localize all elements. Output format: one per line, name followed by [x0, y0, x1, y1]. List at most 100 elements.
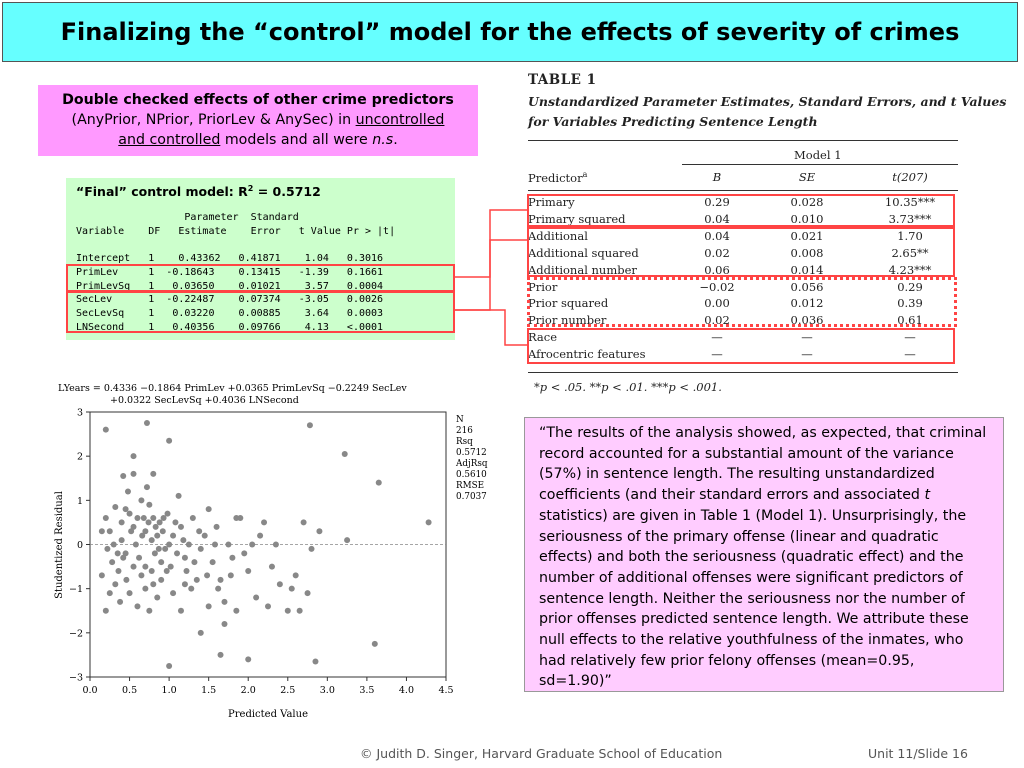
predictor-head-text: Predictor [528, 170, 583, 185]
scatter-point [154, 532, 161, 539]
scatter-point [175, 492, 182, 499]
scatter-point [245, 656, 252, 663]
table1-cell-b: 0.04 [704, 228, 730, 243]
scatter-point [155, 545, 162, 552]
scatter-point [205, 506, 212, 513]
scatter-point [268, 563, 275, 570]
table1-cell-se: 0.021 [790, 228, 824, 243]
scatter-point [134, 515, 141, 521]
note-bold-line: Double checked effects of other crime pr… [62, 92, 454, 108]
scatter-point [166, 437, 173, 444]
scatter-point [158, 576, 165, 583]
x-tick-label: 2.0 [241, 685, 256, 696]
title-banner: Finalizing the “control” model for the e… [2, 2, 1018, 62]
table-rule-top [528, 140, 958, 141]
scatter-point [106, 590, 113, 597]
scatter-point [150, 515, 157, 521]
table1-cell-t: 4.23*** [888, 262, 932, 277]
scatter-point [160, 515, 167, 521]
scatter-point [98, 528, 105, 535]
y-tick-label: −3 [69, 673, 83, 684]
table1-cell-se: 0.012 [790, 296, 824, 311]
y-tick-label: 2 [77, 452, 83, 463]
table1-cell-name: Additional [528, 228, 588, 243]
scatter-point [229, 554, 236, 561]
scatter-point [159, 528, 166, 535]
fit-stat-label: RMSE [456, 481, 484, 491]
scatter-point [164, 510, 171, 517]
note-line2: (AnyPrior, NPrior, PriorLev & AnySec) in [71, 112, 356, 128]
scatter-point [158, 559, 165, 566]
y-tick-label: 0 [77, 540, 83, 551]
table1-cell-name: Prior squared [528, 296, 609, 311]
scatter-point [148, 568, 155, 574]
scatter-point [104, 545, 111, 552]
scatter-point [136, 554, 143, 561]
scatter-point [300, 519, 307, 526]
scatter-point [245, 568, 252, 574]
fit-stat-label: 0.5610 [456, 470, 487, 480]
scatter-point [174, 550, 181, 557]
scatter-point [138, 572, 145, 579]
scatter-point [156, 519, 163, 526]
fit-stat-label: N [456, 415, 464, 425]
highlight-sec [66, 291, 455, 333]
scatter-point [126, 510, 133, 517]
table-rule-model [682, 164, 958, 165]
scatter-point [213, 523, 220, 530]
scatter-point [102, 426, 109, 433]
final-model-header-pre: “Final” control model: R [76, 184, 248, 200]
scatter-point [217, 651, 224, 658]
scatter-point [106, 528, 113, 535]
scatter-point [217, 576, 224, 583]
scatter-point [304, 590, 311, 597]
scatter-point [163, 568, 170, 574]
scatter-point [341, 450, 348, 457]
table1-cell-t: 0.29 [897, 279, 923, 294]
table1-cell-se: — [801, 330, 813, 345]
scatter-point [138, 497, 145, 504]
scatter-point [117, 598, 124, 605]
scatter-point [142, 585, 149, 592]
quote-t: t [924, 487, 931, 504]
scatter-point [98, 572, 105, 579]
scatter-point [193, 576, 200, 583]
scatter-point [134, 603, 141, 610]
scatter-point [115, 568, 122, 574]
table-caption-2: for Variables Predicting Sentence Length [528, 114, 818, 129]
table1-cell-b: 0.02 [704, 245, 730, 260]
final-model-header-post: = 0.5712 [253, 184, 321, 200]
scatter-point [142, 528, 149, 535]
scatter-point [221, 621, 228, 627]
x-tick-label: 1.5 [201, 685, 216, 696]
final-model-header-sup: 2 [247, 184, 254, 193]
scatter-point [211, 541, 218, 548]
scatter-point [118, 537, 125, 544]
scatter-point [209, 559, 216, 566]
table1-cell-se: 0.008 [790, 245, 824, 260]
note-and-controlled: and controlled [118, 132, 221, 148]
scatter-point [172, 519, 179, 526]
scatter-point [189, 515, 196, 521]
scatter-point [221, 598, 228, 605]
highlight-race [527, 328, 955, 364]
final-model-row: SecLevSq 1 0.03220 0.00885 3.64 0.0003 [76, 308, 384, 319]
plot-equation-1: LYears = 0.4336 −0.1864 PrimLev +0.0365 … [58, 383, 407, 394]
scatter-point [124, 488, 131, 495]
scatter-point [312, 658, 319, 665]
scatter-point [375, 479, 382, 486]
scatter-point [197, 545, 204, 552]
scatter-point [130, 453, 137, 460]
table1-cell-se: 0.036 [790, 313, 824, 328]
scatter-point [237, 515, 244, 521]
x-tick-label: 4.5 [438, 685, 453, 696]
highlight-prior-dotted [527, 277, 957, 327]
scatter-point [120, 554, 127, 561]
scatter-point [371, 640, 378, 647]
table1-cell-b: 0.00 [704, 296, 730, 311]
scatter-point [296, 607, 303, 614]
scatter-point [233, 607, 240, 614]
scatter-point [143, 484, 150, 491]
scatter-point [139, 532, 146, 539]
